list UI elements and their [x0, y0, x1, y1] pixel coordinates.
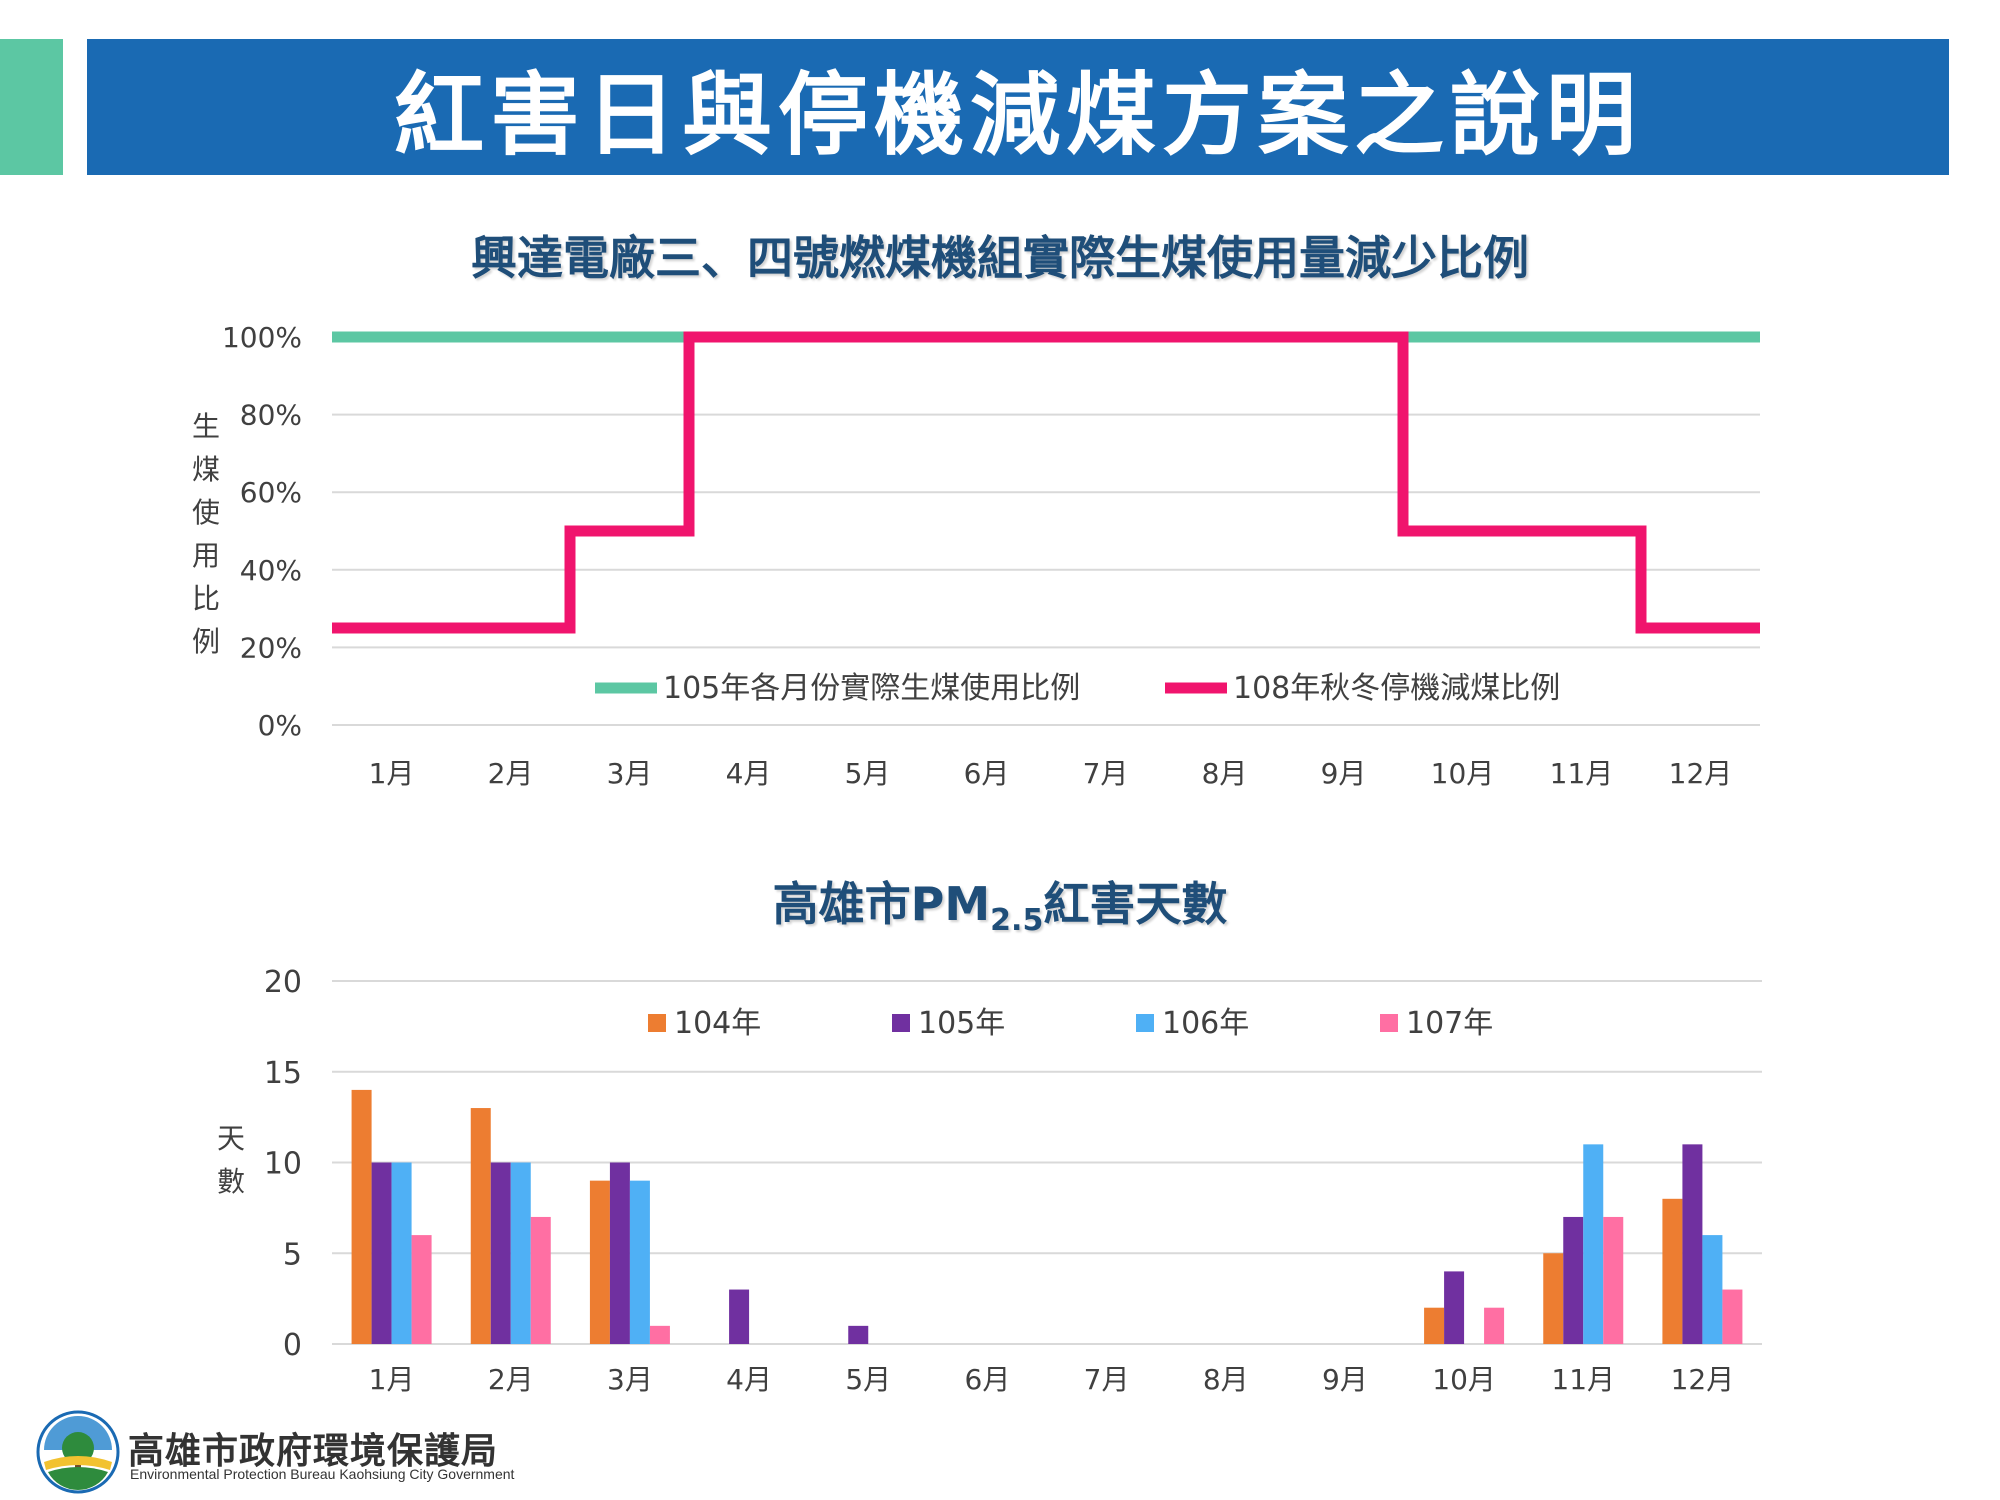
- chart2-legend-label: 106年: [1162, 1006, 1249, 1041]
- chart1-x-tick-label: 4月: [726, 757, 772, 790]
- chart2-bar: [530, 1216, 551, 1344]
- chart2-legend-label: 105年: [918, 1006, 1005, 1041]
- page-title: 紅害日與停機減煤方案之說明: [394, 63, 1642, 168]
- chart2-x-tick-label: 8月: [1203, 1363, 1249, 1396]
- chart2-legend-swatch: [1136, 1014, 1154, 1032]
- chart1-y-tick-label: 60%: [240, 476, 302, 509]
- chart2-title-main: 高雄市PM: [772, 877, 991, 931]
- chart2-x-tick-label: 6月: [965, 1363, 1011, 1396]
- chart2-title-sub: 2.5: [990, 903, 1044, 939]
- chart2-x-tick-label: 2月: [488, 1363, 534, 1396]
- chart1-step-line: 0% 20% 40% 60% 80% 100% 1月 2月 3月 4月 5月 6月 7月 8月 9月 10月 1…: [222, 321, 1760, 790]
- chart1-legend-label: 105年各月份實際生煤使用比例: [663, 671, 1080, 706]
- chart1-y-tick-label: 20%: [240, 631, 302, 664]
- chart2-x-tick-label: 7月: [1084, 1363, 1130, 1396]
- chart2-bar: [1444, 1271, 1465, 1344]
- chart1-x-tick-label: 2月: [488, 757, 534, 790]
- chart2-y-tick-label: 0: [283, 1328, 302, 1363]
- chart2-legend-swatch: [648, 1014, 666, 1032]
- chart1-x-tick-label: 8月: [1202, 757, 1248, 790]
- chart1-x-tick-label: 11月: [1550, 757, 1614, 790]
- title-accent-block: [0, 39, 63, 175]
- epb-emblem-icon: [36, 1410, 120, 1494]
- chart2-legend-label: 104年: [674, 1006, 761, 1041]
- chart2-x-tick-label: 4月: [726, 1363, 772, 1396]
- chart2-x-tick-label: 11月: [1551, 1363, 1615, 1396]
- chart2-bar: [1722, 1289, 1743, 1344]
- chart2-bar: [1484, 1307, 1505, 1344]
- chart1-x-tick-label: 5月: [845, 757, 891, 790]
- chart2-bar: [1543, 1253, 1564, 1344]
- chart2-bar-chart: 0 5 10 15 20 1月 2月 3月 4月 5月 6月 7月 8月 9月 10月 11月 12月 104年 1…: [264, 965, 1762, 1396]
- chart2-y-tick-label: 10: [264, 1147, 302, 1182]
- chart2-bar: [629, 1180, 650, 1344]
- chart1-legend-label: 108年秋冬停機減煤比例: [1233, 671, 1560, 706]
- chart2-x-tick-label: 3月: [607, 1363, 653, 1396]
- chart2-y-axis-label: 天數: [216, 1122, 245, 1198]
- chart2-bar: [411, 1235, 432, 1344]
- chart1-title: 興達電廠三、四號燃煤機組實際生煤使用量減少比例: [471, 231, 1529, 285]
- chart2-bar: [391, 1162, 412, 1344]
- chart2-bar: [649, 1325, 670, 1344]
- chart2-bar: [1583, 1144, 1604, 1344]
- chart2-y-tick-label: 5: [283, 1237, 302, 1272]
- chart1-y-tick-label: 80%: [240, 399, 302, 432]
- chart1-x-tick-label: 9月: [1321, 757, 1367, 790]
- chart2-y-tick-label: 15: [264, 1056, 302, 1091]
- chart2-bar: [1603, 1216, 1624, 1344]
- chart2-legend-label: 107年: [1406, 1006, 1493, 1041]
- chart2-x-tick-label: 12月: [1671, 1363, 1735, 1396]
- chart2-x-tick-label: 9月: [1322, 1363, 1368, 1396]
- chart2-bar: [729, 1289, 750, 1344]
- chart2-title: 高雄市PM2.5紅害天數: [0, 868, 2000, 938]
- chart1-y-tick-label: 40%: [240, 554, 302, 587]
- chart1-x-tick-label: 6月: [964, 757, 1010, 790]
- chart1-x-tick-label: 10月: [1431, 757, 1495, 790]
- chart2-x-tick-label: 1月: [369, 1363, 415, 1396]
- chart2-bar: [351, 1089, 372, 1344]
- chart2-bar: [1662, 1198, 1683, 1344]
- chart2-x-tick-label: 10月: [1432, 1363, 1496, 1396]
- chart1-y-tick-label: 0%: [258, 709, 302, 742]
- chart2-bar: [1563, 1216, 1584, 1344]
- chart2-legend-swatch: [1380, 1014, 1398, 1032]
- chart2-bar: [1682, 1144, 1703, 1344]
- footer-org-name-cn: 高雄市政府環境保護局: [128, 1430, 499, 1472]
- chart1-y-axis-label: 生煤使用比例: [191, 410, 220, 658]
- chart2-bar: [1424, 1307, 1445, 1344]
- chart2-bar: [589, 1180, 610, 1344]
- chart2-bar: [371, 1162, 392, 1344]
- chart1-x-tick-label: 7月: [1083, 757, 1129, 790]
- chart2-bar: [1702, 1235, 1723, 1344]
- chart2-bar: [848, 1325, 869, 1344]
- chart2-title-tail: 紅害天數: [1043, 877, 1228, 931]
- chart2-bar: [510, 1162, 531, 1344]
- chart2-x-tick-label: 5月: [845, 1363, 891, 1396]
- chart2-legend-swatch: [892, 1014, 910, 1032]
- chart1-series-line-1: [332, 331, 1760, 634]
- chart2-y-tick-label: 20: [264, 965, 302, 1000]
- chart1-x-tick-label: 12月: [1669, 757, 1733, 790]
- chart2-bar: [609, 1162, 630, 1344]
- chart1-y-tick-label: 100%: [222, 321, 302, 354]
- chart2-bar: [470, 1108, 491, 1344]
- chart2-bar: [490, 1162, 511, 1344]
- title-bar: 紅害日與停機減煤方案之說明: [87, 39, 1949, 175]
- footer-org-name-en: Environmental Protection Bureau Kaohsiun…: [130, 1466, 515, 1482]
- chart1-x-tick-label: 3月: [607, 757, 653, 790]
- chart1-x-tick-label: 1月: [369, 757, 415, 790]
